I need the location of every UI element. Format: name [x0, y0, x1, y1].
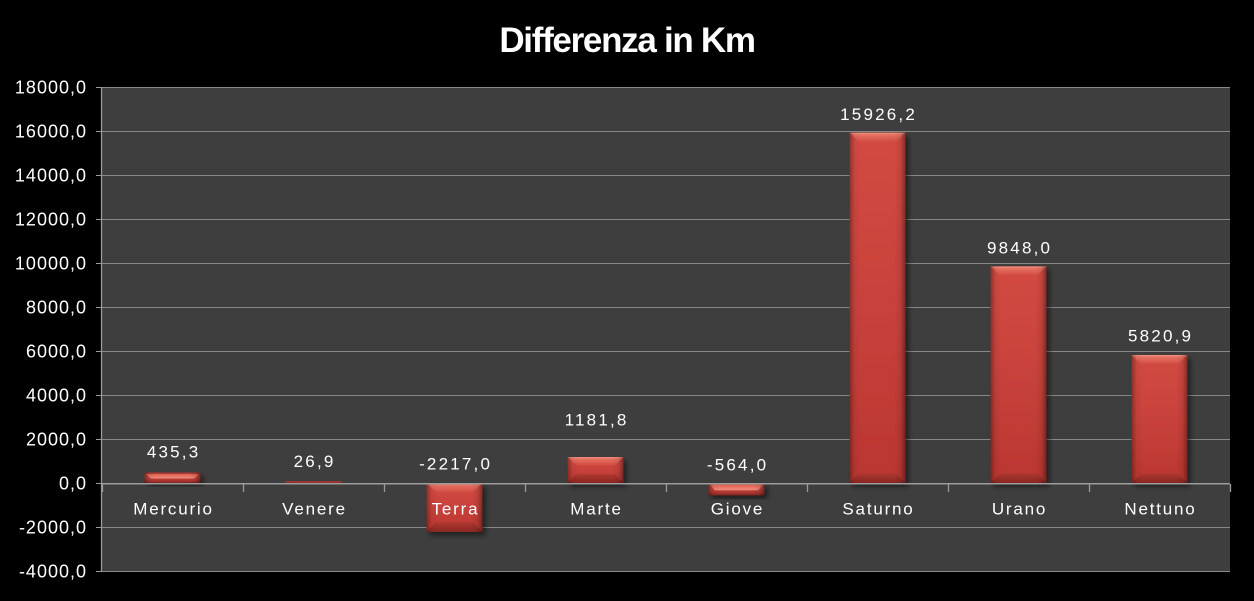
svg-text:Giove: Giove	[711, 500, 764, 519]
svg-text:Nettuno: Nettuno	[1124, 500, 1196, 519]
svg-text:18000,0: 18000,0	[15, 78, 87, 98]
svg-text:15926,2: 15926,2	[840, 105, 917, 124]
svg-text:5820,9: 5820,9	[1128, 327, 1193, 346]
svg-text:0,0: 0,0	[59, 474, 87, 494]
svg-text:Differenza in Km: Differenza in Km	[499, 21, 754, 60]
svg-text:Terra: Terra	[432, 500, 480, 519]
svg-text:9848,0: 9848,0	[987, 239, 1052, 258]
svg-text:-564,0: -564,0	[707, 456, 768, 475]
svg-text:-2000,0: -2000,0	[19, 518, 87, 538]
svg-text:6000,0: 6000,0	[26, 342, 87, 362]
svg-text:16000,0: 16000,0	[15, 122, 87, 142]
svg-text:2000,0: 2000,0	[26, 430, 87, 450]
svg-text:4000,0: 4000,0	[26, 386, 87, 406]
svg-text:1181,8: 1181,8	[565, 411, 629, 430]
svg-text:Urano: Urano	[992, 500, 1047, 519]
svg-text:435,3: 435,3	[147, 443, 201, 462]
svg-text:-4000,0: -4000,0	[19, 562, 87, 582]
svg-text:-2217,0: -2217,0	[419, 455, 492, 474]
svg-text:10000,0: 10000,0	[15, 254, 87, 274]
svg-text:8000,0: 8000,0	[26, 298, 87, 318]
svg-text:12000,0: 12000,0	[15, 210, 87, 230]
svg-text:Mercurio: Mercurio	[133, 500, 214, 519]
svg-text:14000,0: 14000,0	[15, 166, 87, 186]
svg-text:26,9: 26,9	[294, 452, 336, 471]
svg-text:Saturno: Saturno	[842, 500, 914, 519]
svg-text:Venere: Venere	[282, 500, 347, 519]
svg-text:Marte: Marte	[570, 500, 622, 519]
